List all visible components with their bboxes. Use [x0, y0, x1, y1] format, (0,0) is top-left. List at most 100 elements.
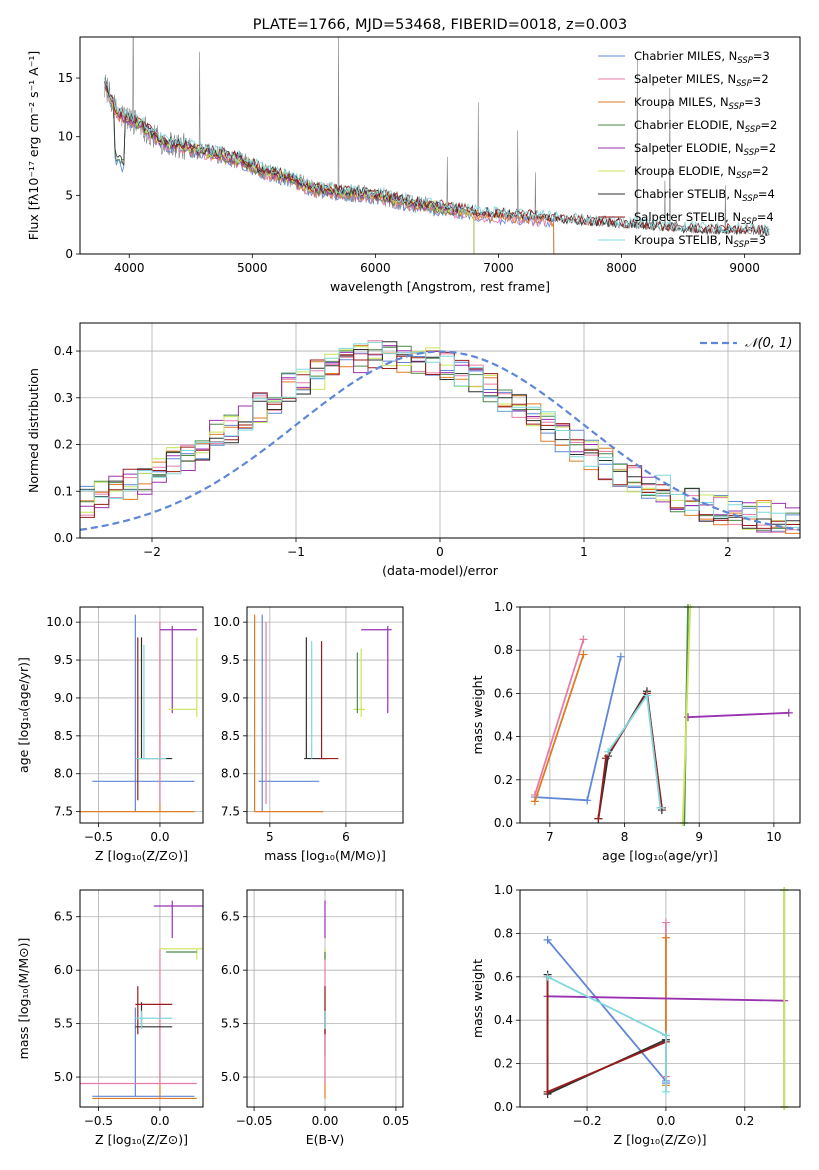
- y-tick-label: 0.4: [54, 344, 73, 358]
- weight-series-line: [687, 711, 789, 719]
- weight-point-marker: [656, 803, 665, 812]
- weight-point-marker: [661, 1087, 670, 1096]
- x-tick-label: 0: [436, 545, 444, 559]
- y-axis-label: mass [log₁₀(M/M⊙)]: [16, 938, 31, 1060]
- x-tick-label: −0.5: [84, 1114, 113, 1128]
- y-tick-label: 8.0: [54, 767, 73, 781]
- weight-point-marker: [604, 747, 613, 756]
- y-tick-label: 0.2: [54, 438, 73, 452]
- panel-plot-area: [80, 900, 203, 1100]
- spectrum-plot-area: [104, 37, 770, 254]
- y-tick-label: 6.0: [221, 963, 240, 977]
- y-tick-label: 0.6: [494, 686, 513, 700]
- y-tick-label: 9.5: [54, 653, 73, 667]
- x-tick-label: 8: [621, 830, 629, 844]
- panel-weight_vs_age: [520, 604, 800, 826]
- model-series-line: [104, 87, 555, 254]
- x-axis-label: Z [log₁₀(Z/Z⊙)]: [614, 1132, 707, 1147]
- y-tick-label: 1.0: [494, 600, 513, 614]
- y-axis-label: age [log₁₀(age/yr)]: [16, 657, 31, 773]
- weight-series-line: [681, 606, 692, 824]
- weight-point-marker: [684, 713, 692, 722]
- panel-age_vs_mass: [247, 607, 403, 823]
- normal-reference-curve: [80, 350, 800, 531]
- weight-series-line: [546, 976, 667, 1094]
- x-tick-label: 5: [266, 830, 274, 844]
- y-tick-label: 8.0: [221, 767, 240, 781]
- model-series-line: [104, 77, 770, 235]
- axes-frame-weight_vs_Z: [519, 889, 801, 1108]
- model-series-line: [104, 86, 475, 254]
- x-tick-label: 10: [766, 830, 781, 844]
- y-tick-label: 10.0: [46, 615, 73, 629]
- model-series-line: [104, 81, 475, 254]
- x-tick-label: 2: [724, 545, 732, 559]
- weight-point-marker: [530, 797, 539, 806]
- axes-frame-mass_vs_Z: [79, 889, 204, 1108]
- panel-plot-area: [254, 614, 392, 813]
- chart-title: PLATE=1766, MJD=53468, FIBERID=0018, z=0…: [253, 17, 627, 33]
- y-tick-label: 10: [58, 130, 73, 144]
- weight-point-marker: [543, 1087, 552, 1096]
- y-tick-label: 0.0: [494, 816, 513, 830]
- x-axis-label: wavelength [Angstrom, rest frame]: [330, 279, 550, 294]
- x-tick-label: 5000: [237, 261, 268, 275]
- y-tick-label: 9.0: [221, 691, 240, 705]
- legend-entry-text: Kroupa STELIB, NSSP=3: [634, 233, 766, 250]
- x-tick-label: 6000: [360, 261, 391, 275]
- weight-point-marker: [661, 1031, 670, 1040]
- panel-mass_vs_ebv: [247, 890, 403, 1107]
- weight-point-marker: [616, 652, 625, 661]
- x-tick-label: 9000: [729, 261, 760, 275]
- panel-plot-area: [80, 614, 198, 813]
- x-tick-label: 8000: [606, 261, 637, 275]
- x-tick-label: 1: [580, 545, 588, 559]
- panel-mass_vs_Z: [80, 890, 203, 1107]
- y-tick-label: 15: [58, 71, 73, 85]
- weight-point-marker: [543, 935, 552, 944]
- residual-histogram-step: [80, 351, 800, 529]
- weight-point-marker: [784, 708, 793, 717]
- weight-point-marker: [579, 635, 588, 644]
- x-tick-label: 4000: [114, 261, 145, 275]
- legend-entry-text: Kroupa MILES, NSSP=3: [634, 95, 761, 112]
- residual-plot-area: [80, 340, 800, 534]
- axes-frame-spectrum: [79, 36, 801, 255]
- legend-entry-text: Salpeter STELIB, NSSP=4: [634, 210, 774, 227]
- y-axis-label: mass weight: [470, 675, 485, 754]
- y-tick-label: 5.0: [221, 1070, 240, 1084]
- axes-frame-weight_vs_age: [519, 606, 801, 824]
- y-tick-label: 6.0: [54, 963, 73, 977]
- x-axis-label: (data-model)/error: [382, 563, 499, 578]
- weight-series-line: [546, 939, 667, 1084]
- x-tick-label: −0.2: [572, 1114, 601, 1128]
- x-axis-label: Z [log₁₀(Z/Z⊙)]: [95, 1132, 188, 1147]
- model-series-line: [104, 81, 770, 236]
- x-tick-label: 0.05: [383, 1114, 410, 1128]
- legend-entry-text: Kroupa ELODIE, NSSP=2: [634, 164, 769, 181]
- x-tick-label: 7: [546, 830, 554, 844]
- weight-series-line: [547, 975, 667, 1092]
- weight-point-marker: [601, 754, 610, 763]
- x-tick-label: 9: [695, 830, 703, 844]
- panel-weight_vs_Z: [520, 887, 800, 1110]
- weight-series-line: [534, 654, 585, 802]
- y-tick-label: 0.3: [54, 391, 73, 405]
- y-tick-label: 0.0: [494, 1100, 513, 1114]
- weight-point-marker: [661, 933, 670, 942]
- y-tick-label: 0.4: [494, 730, 513, 744]
- model-series-line: [104, 82, 555, 254]
- weight-series-line: [534, 656, 622, 802]
- x-tick-label: 0.00: [312, 1114, 339, 1128]
- model-series-line: [104, 77, 770, 236]
- legend-entry-text: 𝒩(0, 1): [745, 336, 792, 351]
- panel-residuals: [80, 323, 800, 539]
- y-tick-label: 9.0: [54, 691, 73, 705]
- x-tick-label: 6: [342, 830, 350, 844]
- y-tick-label: 0.6: [494, 970, 513, 984]
- y-axis-label: Normed distribution: [26, 368, 41, 493]
- x-tick-label: 0.0: [150, 1114, 169, 1128]
- legend-entry-text: Chabrier STELIB, NSSP=4: [634, 187, 775, 204]
- axes-frame-age_vs_Z: [79, 606, 204, 824]
- panel-age_vs_Z: [80, 607, 203, 823]
